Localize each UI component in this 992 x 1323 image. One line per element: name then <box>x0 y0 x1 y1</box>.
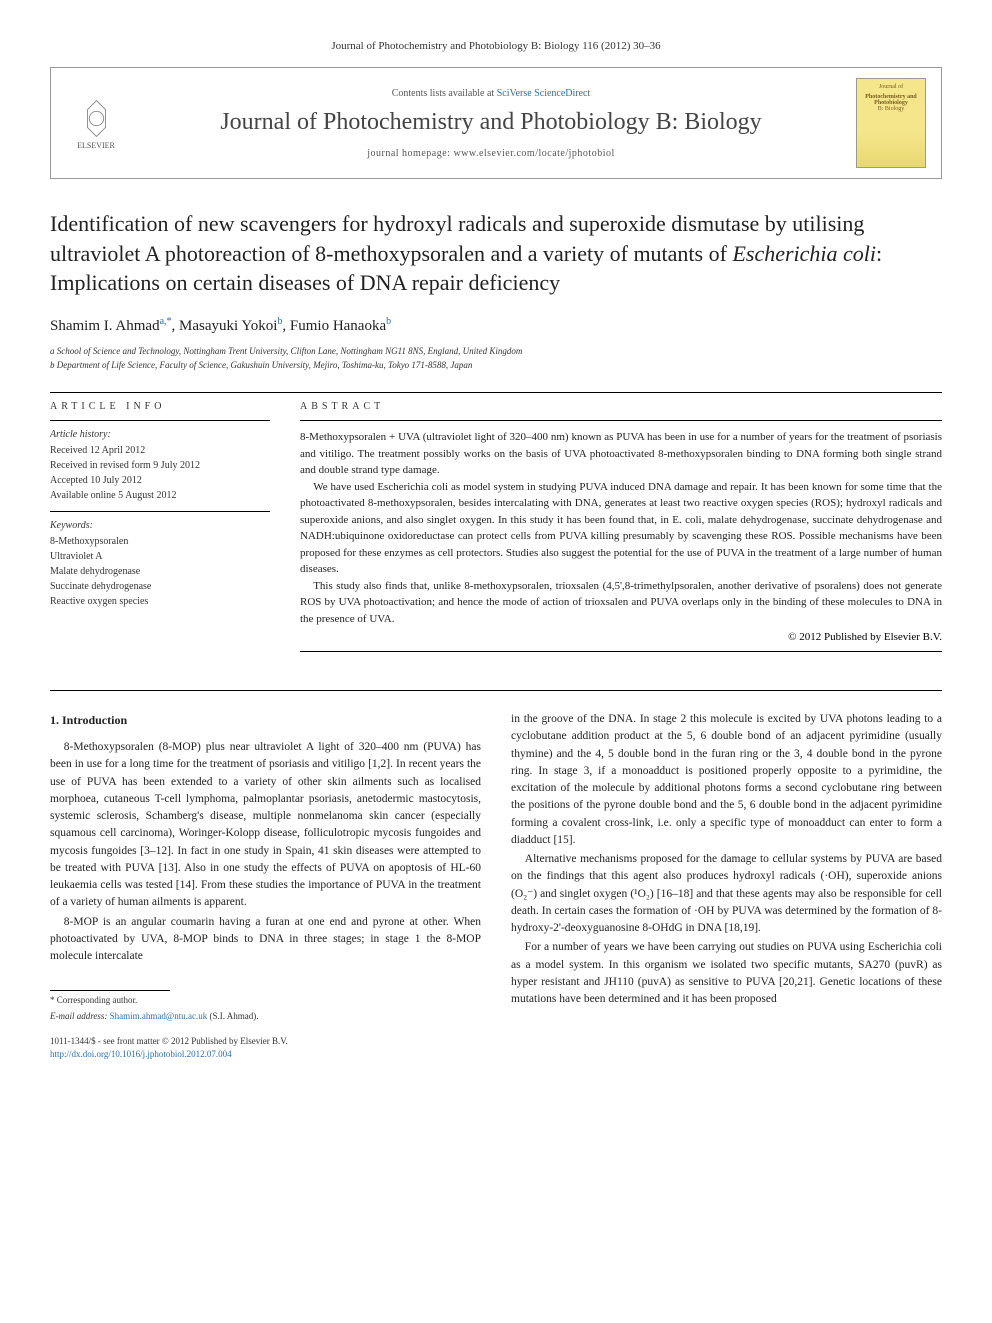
abstract-p3: This study also finds that, unlike 8-met… <box>300 578 942 628</box>
author-1: Shamim I. Ahmad <box>50 318 160 334</box>
journal-homepage-line: journal homepage: www.elsevier.com/locat… <box>126 148 856 159</box>
author-3-sup: b <box>386 316 391 327</box>
footnote-area: * Corresponding author. E-mail address: … <box>50 985 481 1023</box>
keywords-heading: Keywords: <box>50 520 270 531</box>
body-columns: 1. Introduction 8-Methoxypsoralen (8-MOP… <box>50 711 942 1060</box>
keyword-2: Malate dehydrogenase <box>50 564 270 579</box>
abstract-column: ABSTRACT 8-Methoxypsoralen + UVA (ultrav… <box>300 401 942 660</box>
article-title: Identification of new scavengers for hyd… <box>50 209 942 298</box>
body-col2-p1: in the groove of the DNA. In stage 2 thi… <box>511 711 942 849</box>
abstract-text: 8-Methoxypsoralen + UVA (ultraviolet lig… <box>300 429 942 627</box>
cover-text-mid: Photochemistry and Photobiology <box>862 94 920 106</box>
author-1-sup: a,* <box>160 316 172 327</box>
abstract-heading: ABSTRACT <box>300 401 942 412</box>
article-history-heading: Article history: <box>50 429 270 440</box>
abstract-divider <box>300 420 942 421</box>
affiliations: a School of Science and Technology, Nott… <box>50 345 942 372</box>
corresponding-author-label: * Corresponding author. <box>50 994 481 1008</box>
article-info-heading: ARTICLE INFO <box>50 401 270 412</box>
history-line-3: Available online 5 August 2012 <box>50 488 270 503</box>
cover-text-bot: B: Biology <box>862 106 920 112</box>
divider-body <box>50 690 942 691</box>
sciencedirect-link[interactable]: SciVerse ScienceDirect <box>497 88 591 99</box>
info-divider-1 <box>50 420 270 421</box>
header-center: Contents lists available at SciVerse Sci… <box>126 88 856 159</box>
info-divider-2 <box>50 511 270 512</box>
history-line-2: Accepted 10 July 2012 <box>50 473 270 488</box>
contents-prefix: Contents lists available at <box>392 88 497 99</box>
footer-meta: 1011-1344/$ - see front matter © 2012 Pu… <box>50 1035 481 1060</box>
elsevier-logo: ELSEVIER <box>66 88 126 158</box>
article-info-column: ARTICLE INFO Article history: Received 1… <box>50 401 270 660</box>
body-col-left: 1. Introduction 8-Methoxypsoralen (8-MOP… <box>50 711 481 1060</box>
body-col2-p3: For a number of years we have been carry… <box>511 939 942 1008</box>
homepage-url[interactable]: www.elsevier.com/locate/jphotobiol <box>453 148 614 159</box>
journal-cover-thumbnail: Journal of Photochemistry and Photobiolo… <box>856 78 926 168</box>
email-line: E-mail address: Shamim.ahmad@ntu.ac.uk (… <box>50 1010 481 1024</box>
keyword-3: Succinate dehydrogenase <box>50 579 270 594</box>
journal-header-citation: Journal of Photochemistry and Photobiolo… <box>50 40 942 52</box>
abstract-p2: We have used Escherichia coli as model s… <box>300 479 942 578</box>
homepage-prefix: journal homepage: <box>367 148 453 159</box>
abstract-copyright: © 2012 Published by Elsevier B.V. <box>300 631 942 643</box>
author-3: , Fumio Hanaoka <box>282 318 386 334</box>
body-col1-p2: 8-MOP is an angular coumarin having a fu… <box>50 914 481 966</box>
footnote-divider <box>50 990 170 991</box>
author-2: , Masayuki Yokoi <box>172 318 278 334</box>
email-suffix: (S.I. Ahmad). <box>209 1011 258 1021</box>
authors-line: Shamim I. Ahmada,*, Masayuki Yokoi b, Fum… <box>50 316 942 335</box>
title-italic: Escherichia coli <box>732 241 876 266</box>
divider-top <box>50 392 942 393</box>
body-col-right: in the groove of the DNA. In stage 2 thi… <box>511 711 942 1060</box>
journal-title: Journal of Photochemistry and Photobiolo… <box>126 109 856 136</box>
cover-text-top: Journal of <box>862 84 920 90</box>
contents-available-line: Contents lists available at SciVerse Sci… <box>126 88 856 99</box>
email-link[interactable]: Shamim.ahmad@ntu.ac.uk <box>110 1011 208 1021</box>
keyword-4: Reactive oxygen species <box>50 594 270 609</box>
abstract-divider-bottom <box>300 651 942 652</box>
section-1-heading: 1. Introduction <box>50 711 481 729</box>
body-col2-p2: Alternative mechanisms proposed for the … <box>511 851 942 937</box>
issn-line: 1011-1344/$ - see front matter © 2012 Pu… <box>50 1035 481 1048</box>
journal-header-box: ELSEVIER Contents lists available at Sci… <box>50 67 942 179</box>
body-col1-p1: 8-Methoxypsoralen (8-MOP) plus near ultr… <box>50 739 481 912</box>
affiliation-b: b Department of Life Science, Faculty of… <box>50 359 942 373</box>
history-line-0: Received 12 April 2012 <box>50 443 270 458</box>
elsevier-label: ELSEVIER <box>77 141 115 150</box>
abstract-p1: 8-Methoxypsoralen + UVA (ultraviolet lig… <box>300 429 942 479</box>
keyword-1: Ultraviolet A <box>50 549 270 564</box>
info-abstract-row: ARTICLE INFO Article history: Received 1… <box>50 401 942 660</box>
email-label: E-mail address: <box>50 1011 107 1021</box>
keyword-0: 8-Methoxypsoralen <box>50 534 270 549</box>
doi-link[interactable]: http://dx.doi.org/10.1016/j.jphotobiol.2… <box>50 1049 232 1059</box>
affiliation-a: a School of Science and Technology, Nott… <box>50 345 942 359</box>
history-line-1: Received in revised form 9 July 2012 <box>50 458 270 473</box>
